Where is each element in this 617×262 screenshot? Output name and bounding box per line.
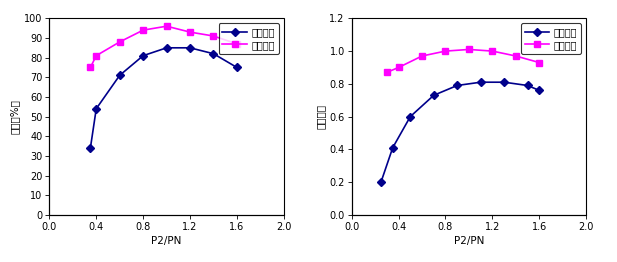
异步电机	[524, 84, 531, 87]
Line: 异步电机: 异步电机	[378, 79, 542, 185]
异步电机	[86, 146, 94, 150]
永磁电机	[116, 40, 123, 43]
异步电机	[377, 181, 385, 184]
异步电机	[163, 46, 170, 49]
异步电机	[93, 107, 100, 110]
异步电机	[210, 52, 217, 55]
永磁电机	[512, 54, 520, 58]
Line: 永磁电机: 永磁电机	[88, 23, 240, 70]
永磁电机	[383, 71, 391, 74]
永磁电机	[210, 35, 217, 38]
永磁电机	[186, 31, 194, 34]
Line: 永磁电机: 永磁电机	[384, 47, 542, 75]
异步电机	[407, 115, 414, 118]
异步电机	[477, 81, 484, 84]
Bar	[352, 18, 586, 215]
异步电机	[453, 84, 461, 87]
永磁电机	[93, 54, 100, 57]
永磁电机	[163, 25, 170, 28]
异步电机	[430, 94, 437, 97]
Y-axis label: 功率因素: 功率因素	[315, 104, 325, 129]
永磁电机	[418, 54, 426, 58]
永磁电机	[536, 61, 543, 64]
异步电机	[536, 89, 543, 92]
永磁电机	[233, 42, 241, 46]
X-axis label: P2/PN: P2/PN	[453, 236, 484, 246]
X-axis label: P2/PN: P2/PN	[151, 236, 182, 246]
异步电机	[500, 81, 508, 84]
永磁电机	[465, 48, 473, 51]
Bar	[49, 18, 284, 215]
异步电机	[389, 146, 396, 149]
永磁电机	[139, 29, 147, 32]
Legend: 异步电机, 永磁电机: 异步电机, 永磁电机	[521, 23, 581, 54]
异步电机	[116, 74, 123, 77]
异步电机	[139, 54, 147, 57]
永磁电机	[395, 66, 402, 69]
永磁电机	[442, 50, 449, 53]
永磁电机	[489, 50, 496, 53]
异步电机	[186, 46, 194, 49]
异步电机	[233, 66, 241, 69]
永磁电机	[86, 66, 94, 69]
Y-axis label: 效率（%）: 效率（%）	[10, 99, 20, 134]
Legend: 异步电机, 永磁电机: 异步电机, 永磁电机	[218, 23, 279, 54]
Line: 异步电机: 异步电机	[88, 45, 240, 151]
